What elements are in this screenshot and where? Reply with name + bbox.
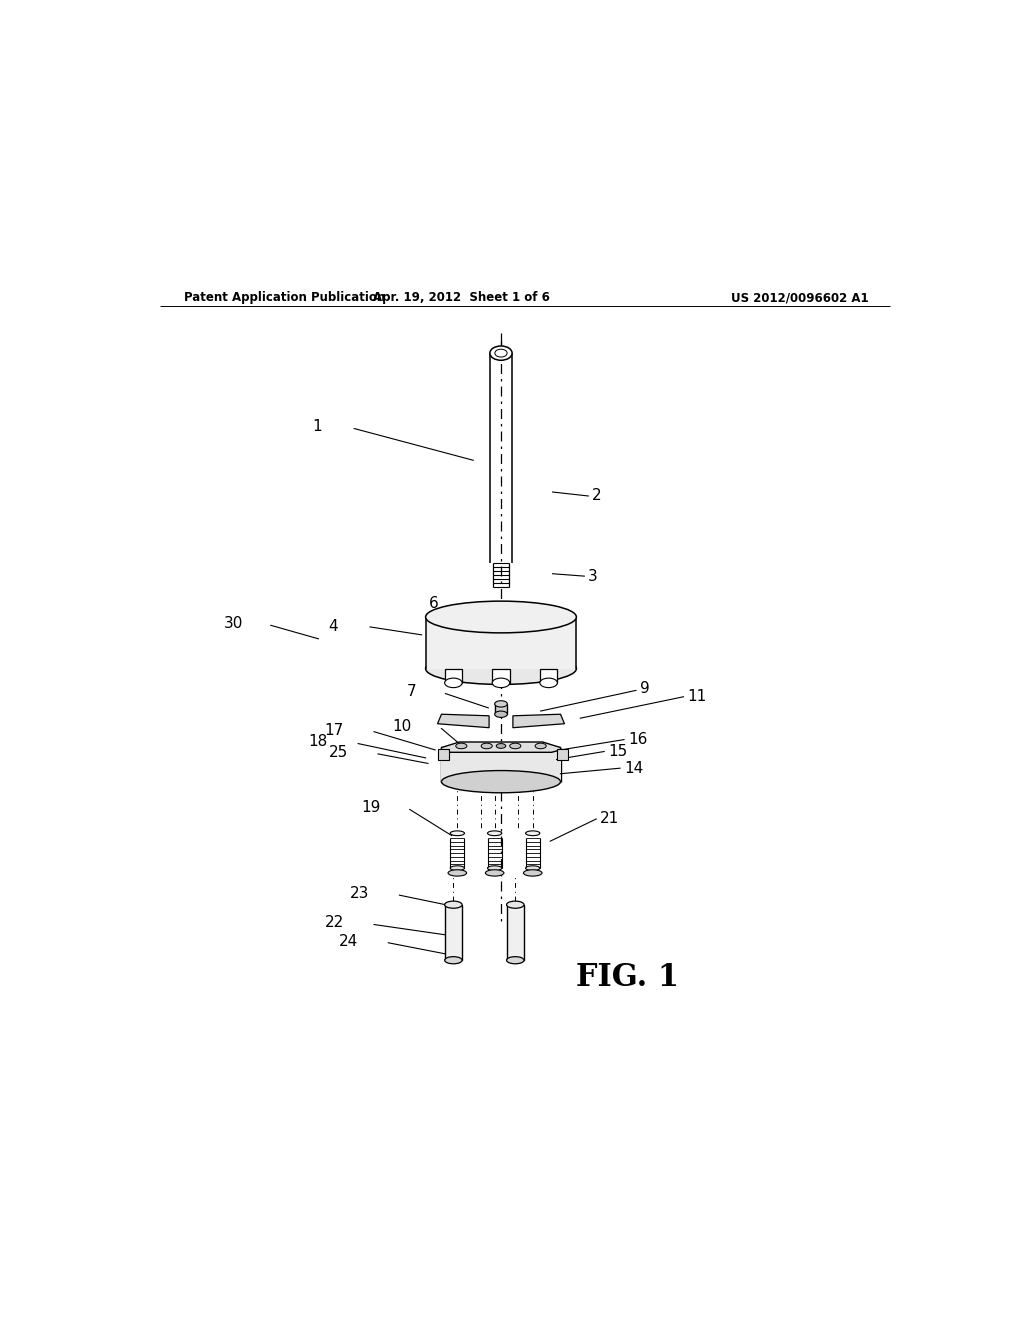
Ellipse shape — [449, 870, 467, 876]
Text: 22: 22 — [325, 916, 344, 931]
Text: US 2012/0096602 A1: US 2012/0096602 A1 — [731, 292, 868, 304]
Text: 23: 23 — [350, 886, 370, 902]
Text: 6: 6 — [429, 595, 439, 611]
Text: 17: 17 — [325, 722, 344, 738]
Bar — [495, 704, 507, 714]
Text: 18: 18 — [309, 734, 328, 750]
Ellipse shape — [426, 652, 577, 685]
Text: 21: 21 — [600, 812, 620, 826]
Ellipse shape — [495, 711, 507, 717]
Polygon shape — [513, 714, 564, 727]
Bar — [444, 904, 462, 960]
Text: 25: 25 — [329, 744, 348, 760]
Ellipse shape — [489, 346, 512, 360]
Ellipse shape — [525, 830, 540, 836]
Bar — [493, 669, 510, 682]
Ellipse shape — [540, 678, 557, 688]
Text: 11: 11 — [687, 689, 707, 705]
Text: 14: 14 — [624, 760, 643, 776]
Ellipse shape — [456, 743, 467, 748]
Bar — [441, 746, 560, 781]
Bar — [507, 904, 524, 960]
Text: Patent Application Publication: Patent Application Publication — [183, 292, 385, 304]
Text: 19: 19 — [361, 800, 380, 816]
Text: 7: 7 — [407, 685, 416, 700]
Ellipse shape — [536, 743, 546, 748]
Text: 10: 10 — [392, 719, 412, 734]
Ellipse shape — [495, 350, 507, 356]
Bar — [437, 750, 450, 760]
Ellipse shape — [451, 830, 465, 836]
Ellipse shape — [444, 957, 462, 964]
Ellipse shape — [525, 866, 540, 871]
Ellipse shape — [523, 870, 542, 876]
Polygon shape — [437, 714, 489, 727]
Ellipse shape — [441, 771, 560, 793]
Text: 9: 9 — [640, 681, 649, 697]
Ellipse shape — [481, 743, 493, 748]
Ellipse shape — [510, 743, 521, 748]
Ellipse shape — [487, 830, 502, 836]
Ellipse shape — [507, 902, 524, 908]
Text: 1: 1 — [312, 418, 323, 434]
Bar — [556, 750, 568, 760]
Ellipse shape — [426, 601, 577, 632]
Ellipse shape — [487, 866, 502, 871]
Ellipse shape — [495, 701, 507, 708]
Ellipse shape — [507, 957, 524, 964]
Text: Apr. 19, 2012  Sheet 1 of 6: Apr. 19, 2012 Sheet 1 of 6 — [373, 292, 550, 304]
Ellipse shape — [485, 870, 504, 876]
Ellipse shape — [451, 866, 465, 871]
Text: 24: 24 — [339, 933, 358, 949]
Text: FIG. 1: FIG. 1 — [577, 962, 680, 993]
Ellipse shape — [444, 678, 462, 688]
Polygon shape — [441, 742, 560, 752]
Ellipse shape — [493, 678, 510, 688]
Ellipse shape — [444, 902, 462, 908]
Text: 2: 2 — [592, 488, 602, 503]
Text: 3: 3 — [588, 569, 598, 583]
Text: 30: 30 — [223, 616, 243, 631]
Text: 4: 4 — [329, 619, 338, 634]
Text: 16: 16 — [628, 733, 647, 747]
Bar — [540, 669, 557, 682]
Ellipse shape — [497, 743, 506, 748]
Bar — [426, 616, 577, 669]
Text: 15: 15 — [608, 744, 628, 759]
Bar — [444, 669, 462, 682]
